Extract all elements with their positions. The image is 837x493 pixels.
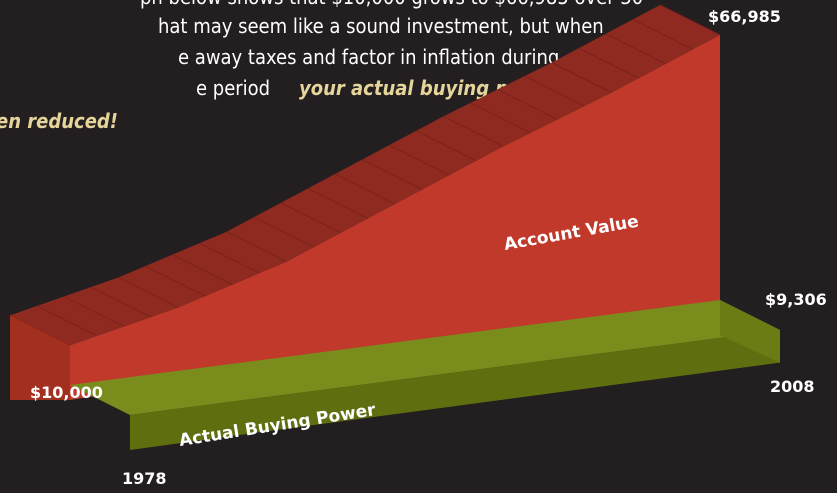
- depth-stripe: [118, 277, 179, 308]
- depth-stripe: [524, 75, 585, 107]
- intro-line: en reduced!: [0, 109, 118, 133]
- value-label: $66,985: [708, 7, 781, 26]
- depth-stripe: [632, 18, 694, 50]
- intro-line: e period: [196, 76, 270, 100]
- value-label: $10,000: [30, 383, 103, 402]
- depth-stripe: [145, 265, 206, 297]
- depth-stripe: [226, 231, 287, 263]
- depth-stripe: [172, 254, 233, 286]
- depth-stripe: [470, 102, 531, 134]
- intro: ph below shows that $10,000 grows to $66…: [0, 0, 643, 133]
- depth-stripe: [307, 188, 369, 219]
- depth-stripe: [578, 47, 639, 79]
- depth-stripe: [199, 242, 260, 274]
- depth-stripe: [361, 159, 423, 191]
- depth-stripe: [497, 89, 558, 120]
- account-depth: [10, 5, 720, 346]
- intro-line: ph below shows that $10,000 grows to $66…: [140, 0, 643, 9]
- depth-stripe: [551, 62, 612, 94]
- depth-stripe: [659, 4, 721, 36]
- account-side: [10, 315, 70, 400]
- depth-stripe: [605, 33, 667, 65]
- intro-line: hat may seem like a sound investment, bu…: [158, 14, 604, 38]
- value-label: $9,306: [765, 290, 827, 309]
- depth-stripe: [91, 286, 152, 318]
- x-tick-label: 1978: [122, 469, 167, 488]
- buying-end: [720, 300, 780, 363]
- depth-stripe: [253, 216, 314, 248]
- account-area: [70, 35, 720, 400]
- buying-top: [70, 300, 780, 415]
- depth-stripe: [63, 296, 125, 327]
- depth-stripe: [36, 305, 98, 337]
- depth-stripe: [416, 130, 477, 162]
- buying-front: [130, 330, 780, 450]
- intro-line: e away taxes and factor in inflation dur…: [178, 45, 559, 69]
- depth-stripe: [388, 144, 450, 176]
- depth-stripe: [280, 202, 342, 234]
- x-tick-label: 2008: [770, 377, 815, 396]
- depth-stripe: [334, 173, 396, 205]
- depth-stripe: [443, 115, 504, 147]
